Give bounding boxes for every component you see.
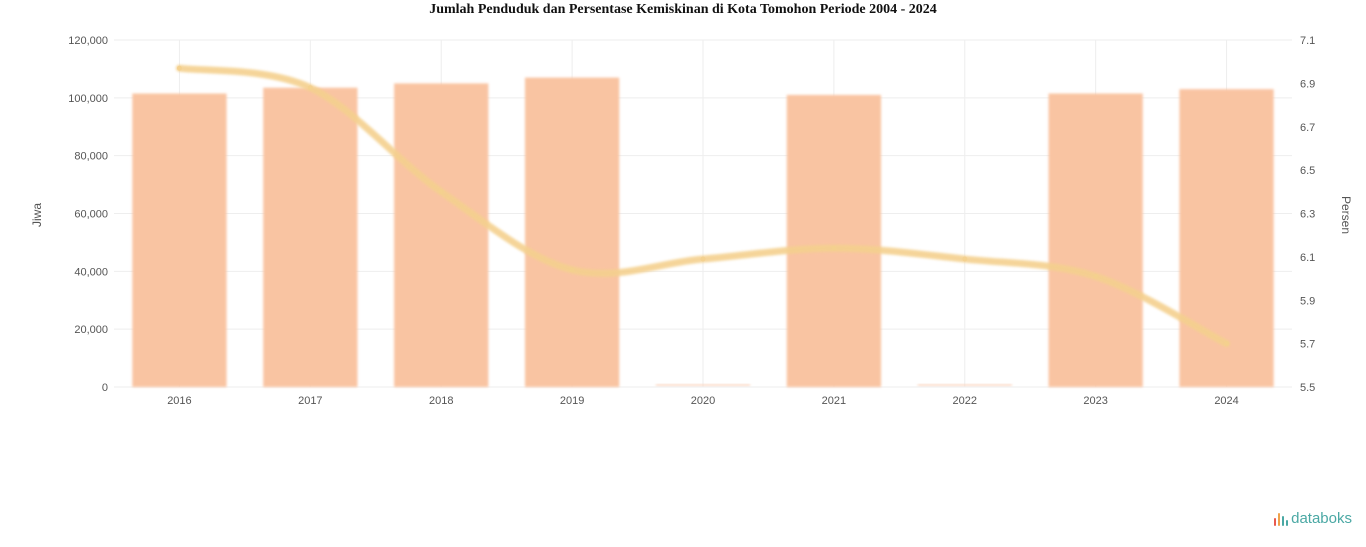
line-point: [438, 189, 444, 195]
y2-tick-label: 5.5: [1300, 382, 1315, 394]
y-tick-label: 40,000: [74, 266, 108, 278]
brand-icon-bar: [1274, 517, 1277, 526]
y-tick-label: 80,000: [74, 151, 108, 163]
bar: [132, 93, 227, 387]
y2-tick-label: 6.5: [1300, 165, 1315, 177]
y2-tick-label: 7.1: [1300, 35, 1315, 47]
x-tick-label: 2020: [691, 395, 715, 407]
brand-icon-bar: [1278, 512, 1281, 526]
y2-tick-label: 5.9: [1300, 295, 1315, 307]
line-point: [307, 85, 313, 91]
line-point: [962, 256, 968, 262]
x-tick-label: 2016: [167, 395, 191, 407]
y2-tick-label: 6.7: [1300, 122, 1315, 134]
y-tick-label: 20,000: [74, 324, 108, 336]
bar: [263, 87, 358, 388]
bar: [786, 94, 882, 388]
bar: [1179, 89, 1274, 388]
y2-axis-label: Persen: [1339, 196, 1353, 234]
bar-layer: [132, 77, 1274, 388]
line-point: [831, 245, 837, 251]
brand-icon-bar: [1286, 519, 1289, 526]
databoks-bars-icon: [1274, 512, 1289, 526]
x-tick-label: 2023: [1083, 395, 1107, 407]
y-tick-label: 0: [102, 382, 108, 394]
line-layer: [175, 64, 1231, 348]
bar-empty: [917, 384, 1012, 386]
bar: [524, 77, 620, 387]
bar-empty: [655, 384, 751, 386]
line-point: [176, 65, 182, 71]
y-tick-label: 120,000: [68, 35, 108, 47]
y-tick-label: 60,000: [74, 209, 108, 221]
line-point: [569, 267, 575, 273]
x-tick-label: 2024: [1214, 395, 1238, 407]
databoks-logo: databoks: [1274, 510, 1352, 527]
x-tick-label: 2022: [953, 395, 977, 407]
x-tick-label: 2018: [429, 395, 453, 407]
y-tick-label: 100,000: [68, 93, 108, 105]
tick-layer: 0 20,000 40,000 60,000 80,000 100,000 120,000 5…: [68, 35, 1315, 407]
bar: [394, 83, 489, 387]
y2-tick-label: 5.7: [1300, 339, 1315, 351]
y-axis-label: Jiwa: [30, 203, 44, 227]
x-tick-label: 2017: [298, 395, 322, 407]
brand-icon-bar: [1282, 515, 1285, 526]
brand-name: databoks: [1291, 510, 1352, 527]
chart-title: Jumlah Penduduk dan Persentase Kemiskina…: [429, 2, 937, 17]
line-point: [1093, 273, 1099, 279]
y2-tick-label: 6.1: [1300, 252, 1315, 264]
y2-tick-label: 6.9: [1300, 78, 1315, 90]
bar: [1048, 93, 1143, 387]
line-point: [1224, 341, 1230, 347]
x-tick-label: 2021: [822, 395, 846, 407]
x-tick-label: 2019: [560, 395, 584, 407]
y2-tick-label: 6.3: [1300, 209, 1315, 221]
line-point: [700, 256, 706, 262]
